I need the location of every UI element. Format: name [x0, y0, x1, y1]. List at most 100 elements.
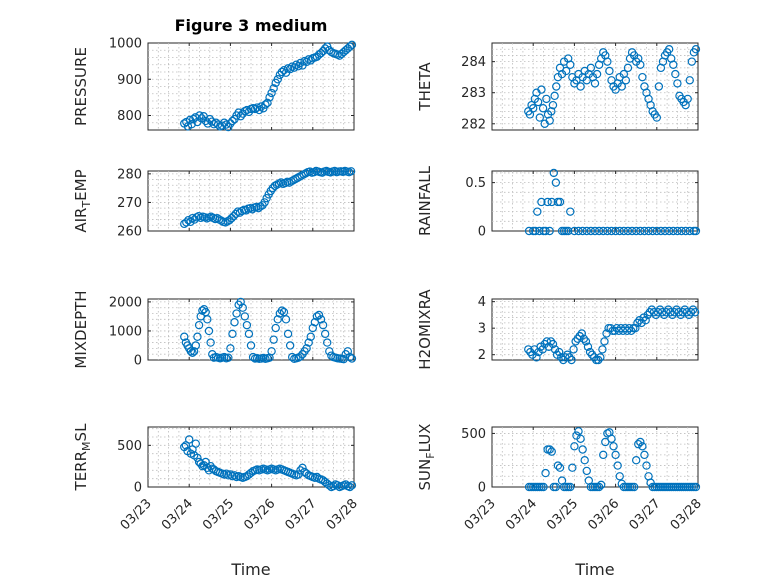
- x-tick-label: 03/25: [544, 496, 581, 533]
- data-point: [323, 338, 332, 347]
- data-point: [345, 482, 355, 492]
- y-tick-label: 3: [478, 322, 486, 337]
- data-point: [555, 463, 565, 472]
- data-point: [203, 315, 212, 324]
- y-tick-label: 4: [478, 295, 486, 310]
- data-point: [187, 119, 196, 129]
- data-point: [312, 472, 322, 482]
- data-point: [633, 318, 642, 328]
- data-point: [197, 114, 206, 123]
- data-point: [568, 463, 577, 472]
- data-point: [346, 167, 356, 176]
- y-tick-label: 800: [117, 109, 142, 124]
- data-point: [609, 442, 618, 451]
- data-point: [664, 45, 674, 54]
- data-point: [302, 344, 311, 353]
- data-point: [582, 466, 591, 476]
- data-point: [191, 113, 200, 122]
- x-tick-label: 03/25: [200, 496, 237, 533]
- data-point: [283, 329, 293, 339]
- data-point: [347, 481, 357, 490]
- data-point: [277, 67, 287, 77]
- data-point: [636, 437, 645, 447]
- y-axis-label: PRESSURE: [72, 47, 90, 126]
- data-point: [188, 348, 197, 357]
- data-point: [537, 197, 546, 207]
- data-point: [281, 315, 291, 324]
- data-point: [308, 323, 317, 333]
- data-point: [263, 98, 272, 108]
- data-point: [191, 341, 200, 350]
- data-point: [688, 305, 698, 314]
- data-point: [180, 332, 189, 341]
- data-point: [205, 114, 214, 124]
- data-point: [529, 104, 538, 113]
- y-tick-label: 280: [117, 167, 142, 182]
- data-point: [671, 69, 680, 79]
- data-point: [252, 103, 262, 112]
- data-point: [203, 119, 212, 128]
- subplot-theta: 282 283 284 THETA: [416, 42, 701, 132]
- data-point: [606, 323, 615, 333]
- data-point: [585, 347, 595, 357]
- data-point: [542, 94, 551, 104]
- data-point: [186, 347, 196, 356]
- data-point: [691, 226, 701, 236]
- data-point: [576, 434, 585, 443]
- data-point: [228, 116, 237, 126]
- data-point: [561, 66, 571, 76]
- x-tick-label: 03/24: [503, 496, 540, 533]
- data-point: [285, 178, 294, 187]
- data-point: [298, 463, 307, 473]
- data-point: [550, 345, 560, 354]
- data-point: [229, 211, 238, 221]
- data-point: [635, 316, 644, 325]
- y-tick-label: 500: [117, 439, 142, 454]
- data-point: [615, 226, 624, 236]
- data-point: [545, 226, 554, 236]
- data-point: [669, 226, 678, 236]
- data-point: [541, 468, 550, 478]
- data-point: [536, 342, 545, 351]
- data-point: [566, 60, 575, 69]
- data-point: [261, 100, 270, 109]
- data-point: [586, 226, 596, 236]
- data-point: [543, 197, 552, 207]
- data-point: [238, 303, 247, 312]
- data-point: [240, 312, 250, 321]
- data-point: [642, 461, 651, 470]
- data-point: [242, 320, 252, 330]
- x-tick-label: 03/23: [462, 496, 499, 533]
- data-point: [634, 439, 643, 449]
- data-point: [547, 447, 556, 456]
- data-point: [590, 226, 600, 236]
- data-point: [545, 116, 554, 125]
- data-point: [627, 326, 636, 336]
- data-point: [273, 315, 282, 324]
- data-point: [677, 226, 686, 236]
- data-point: [638, 72, 647, 82]
- x-tick-label: 03/28: [324, 496, 361, 533]
- data-point: [582, 226, 591, 236]
- data-point: [592, 69, 602, 79]
- data-point: [271, 323, 280, 333]
- data-point: [636, 60, 645, 69]
- data-point: [555, 197, 565, 207]
- data-point: [607, 434, 616, 443]
- data-point: [577, 329, 587, 338]
- data-point: [623, 63, 633, 73]
- data-point: [535, 226, 544, 236]
- data-point: [566, 207, 575, 216]
- data-point: [226, 344, 235, 353]
- data-point: [230, 471, 239, 480]
- data-point: [267, 88, 276, 98]
- data-point: [619, 226, 629, 236]
- data-point: [236, 112, 245, 121]
- subplot-rainfall: 0 0.5 RAINFALL: [416, 165, 701, 240]
- data-point: [316, 315, 326, 324]
- data-point: [525, 110, 535, 119]
- data-point: [554, 347, 564, 357]
- data-point: [586, 63, 596, 73]
- y-tick-label: 260: [117, 225, 142, 240]
- data-point: [573, 334, 582, 343]
